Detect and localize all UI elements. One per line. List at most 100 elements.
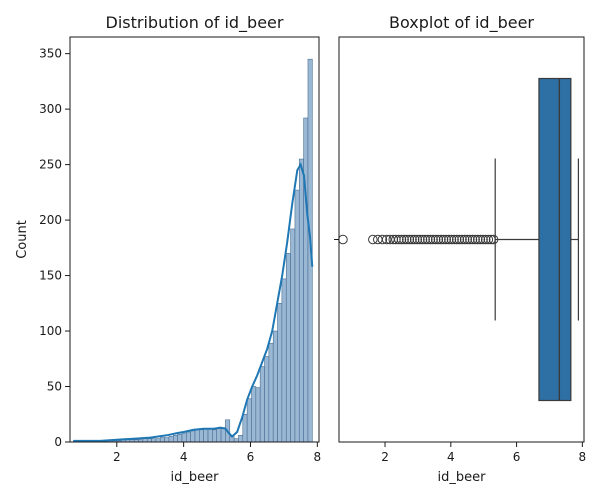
histogram-y-tick-label: 250 [39,158,62,172]
boxplot-outlier [425,234,436,245]
boxplot-outlier [441,234,452,245]
histogram-bar [246,398,252,443]
histogram-x-tick-label: 6 [247,450,255,464]
boxplot-outlier [478,234,488,245]
boxplot-outlier [409,234,420,245]
histogram-bar [168,436,174,443]
histogram-bar [220,427,226,443]
histogram-y-tick-label: 50 [47,380,62,394]
histogram-bar [272,330,278,443]
boxplot-outlier [446,234,457,245]
boxplot-outlier [475,234,486,245]
boxplot-outlier [488,234,499,245]
histogram-bar [290,228,296,443]
boxplot-x-tick-label: 6 [513,450,521,464]
histogram-y-tick-label: 150 [39,269,62,283]
histogram-x-tick-label: 2 [113,450,121,464]
histogram-bar [203,428,209,443]
boxplot-outlier [436,234,446,245]
boxplot-outlier [480,234,491,245]
boxplot-marks [338,77,580,402]
histogram-title: Distribution of id_beer [106,13,284,33]
histogram-bar [238,435,244,443]
histogram-bar [207,428,213,443]
histogram-y-tick-label: 100 [39,324,62,338]
boxplot-outlier [457,234,467,245]
boxplot-outlier [381,234,392,245]
histogram-x-tick-label: 4 [180,450,188,464]
histogram-bar [268,342,274,443]
histogram-bar [186,431,191,443]
histogram-bar [281,278,287,443]
histogram-bar [251,386,257,443]
histogram-bar [190,430,196,443]
histogram-bar [181,432,187,443]
histogram-bar [177,433,183,443]
boxplot-outlier [444,234,454,245]
boxplot-outlier [415,234,425,245]
histogram-panel: Distribution of id_beer 2 4 6 8 0 50 100 150 20… [15,13,321,485]
boxplot-outlier [449,234,459,245]
boxplot-outlier [394,234,404,245]
histogram-x-ticks: 2 4 6 8 [113,442,321,464]
boxplot-outlier [417,234,428,245]
histogram-bars [73,58,313,443]
histogram-kde-curve [73,162,314,442]
histogram-bar [172,435,178,443]
boxplot-x-tick-label: 2 [381,450,389,464]
boxplot-outlier [433,234,444,245]
histogram-bar [164,437,170,443]
boxplot-outlier [401,234,412,245]
boxplot-panel: Boxplot of id_beer 2 4 6 8 id_beer [334,13,586,485]
histogram-y-ticks: 0 50 100 150 200 250 300 350 [39,47,70,449]
boxplot-outlier [407,234,417,245]
boxplot-outlier [467,234,478,245]
boxplot-outlier [470,234,480,245]
histogram-bar [259,366,265,443]
boxplot-outlier [462,234,473,245]
histogram-y-tick-label: 300 [39,102,62,116]
histogram-y-tick-label: 0 [54,435,62,449]
histogram-bar [212,429,218,443]
histogram-x-tick-label: 8 [314,450,322,464]
histogram-y-axis-label: Count [15,220,30,259]
histogram-bar [294,189,300,443]
histogram-bar [285,253,291,443]
boxplot-box [538,77,572,402]
histogram-bar [298,158,304,443]
boxplot-outlier [399,234,409,245]
boxplot-outlier [483,234,494,245]
boxplot-outlier [454,234,465,245]
boxplot-outlier [428,234,438,245]
histogram-bar [255,387,261,443]
boxplot-outlier [422,234,433,245]
boxplot-x-tick-label: 8 [579,450,587,464]
histogram-bar [199,429,204,443]
boxplot-outlier [377,234,388,245]
boxplot-outlier [438,234,449,245]
boxplot-outlier [486,234,496,245]
boxplot-outlier [368,234,378,245]
histogram-bar [264,356,270,443]
histogram-bar [242,413,248,443]
boxplot-outlier [396,234,407,245]
boxplot-outlier [451,234,462,245]
histogram-axes-frame [69,36,320,443]
histogram-y-tick-label: 200 [39,213,62,227]
histogram-bar [303,117,309,443]
boxplot-outlier [404,234,415,245]
histogram-bar [277,303,283,443]
histogram-bar [159,437,165,443]
histogram-x-axis-label: id_beer [171,470,220,485]
boxplot-x-axis-label: id_beer [438,470,487,485]
boxplot-x-ticks: 2 4 6 8 [381,442,586,464]
histogram-bar [216,428,222,443]
boxplot-title: Boxplot of id_beer [389,13,534,33]
boxplot-x-tick-label: 4 [447,450,455,464]
boxplot-outlier [465,234,475,245]
boxplot-outlier [338,234,348,245]
boxplot-outlier [472,234,483,245]
boxplot-outlier [459,234,470,245]
boxplot-outlier [412,234,423,245]
